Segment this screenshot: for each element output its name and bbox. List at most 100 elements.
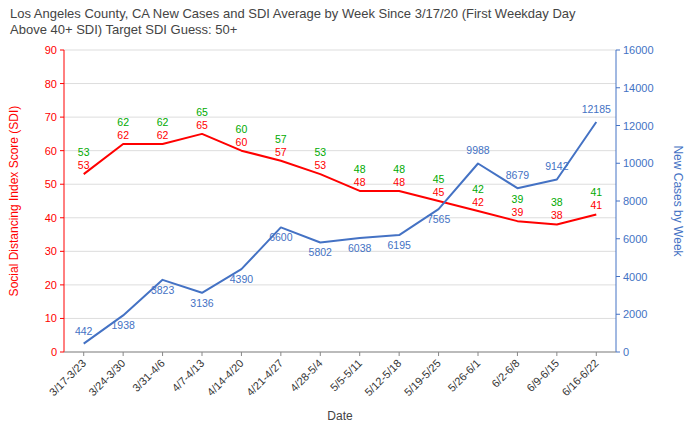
- x-tick-label: 3/17-3/23: [47, 357, 88, 398]
- data-label: 53: [78, 159, 90, 171]
- data-label: 62: [117, 129, 129, 141]
- y-tick: [60, 83, 64, 84]
- y-tick: [60, 352, 64, 353]
- data-label: 3136: [190, 297, 214, 309]
- grid-line: [64, 284, 616, 285]
- y2-tick: [616, 201, 620, 202]
- data-label: 62: [157, 129, 169, 141]
- y2-tick: [616, 87, 620, 88]
- data-label: 57: [275, 146, 287, 158]
- y-tick: [60, 251, 64, 252]
- data-label: 5802: [309, 246, 333, 258]
- y2-tick-label: 6000: [623, 233, 647, 245]
- x-tick: [517, 352, 518, 356]
- x-tick: [123, 352, 124, 356]
- x-tick-label: 4/28-5/4: [288, 357, 325, 394]
- data-label: 9142: [545, 160, 569, 172]
- data-label: 41: [590, 199, 602, 211]
- x-tick-label: 4/14-4/20: [204, 357, 245, 398]
- data-label: 48: [393, 176, 405, 188]
- marks: [84, 122, 597, 344]
- y2-tick: [616, 50, 620, 51]
- x-tick-label: 4/21-4/27: [244, 357, 285, 398]
- y-tick: [60, 217, 64, 218]
- y2-tick: [616, 352, 620, 353]
- x-tick-label: 5/12-5/18: [362, 357, 403, 398]
- x-tick: [162, 352, 163, 356]
- y-tick: [60, 117, 64, 118]
- data-label: 53: [78, 146, 90, 158]
- x-tick-label: 6/16-6/22: [559, 357, 600, 398]
- y-tick-label: 10: [45, 312, 57, 324]
- data-label: 57: [275, 133, 287, 145]
- title-line: Above 40+ SDI) Target SDI Guess: 50+: [10, 22, 237, 37]
- y-tick-label: 80: [45, 78, 57, 90]
- y-tick-label: 60: [45, 145, 57, 157]
- x-tick: [596, 352, 597, 356]
- x-tick-label: 6/2-6/8: [489, 357, 522, 390]
- data-label: 39: [512, 206, 524, 218]
- x-tick-label: 5/26-6/1: [445, 357, 482, 394]
- title: Los Angeles County, CA New Cases and SDI…: [10, 6, 576, 37]
- grid-line: [64, 150, 616, 151]
- x-tick-label: 5/5-5/11: [328, 357, 364, 393]
- grid-line: [64, 318, 616, 319]
- x-tick-label: 6/9-6/15: [524, 357, 561, 394]
- y2-tick: [616, 125, 620, 126]
- grid-line: [64, 217, 616, 218]
- y2-axis-label: New Cases by Week: [671, 145, 685, 257]
- data-label: 45: [433, 173, 445, 185]
- x-axis-label: Date: [327, 409, 353, 423]
- x-tick: [556, 352, 557, 356]
- x-tick-label: 3/31-4/6: [130, 357, 167, 394]
- data-labels: 5362626560575348484542393841442193838233…: [75, 103, 611, 337]
- y-tick: [60, 318, 64, 319]
- y-tick-label: 90: [45, 44, 57, 56]
- data-label: 4390: [230, 273, 254, 285]
- y-tick-label: 70: [45, 111, 57, 123]
- x-tick: [83, 352, 84, 356]
- grid-line: [64, 117, 616, 118]
- x-tick: [320, 352, 321, 356]
- data-label: 6038: [348, 242, 372, 254]
- series-line: [84, 122, 597, 344]
- y2-tick-label: 8000: [623, 195, 647, 207]
- y2-tick-label: 16000: [623, 44, 654, 56]
- data-label: 60: [236, 123, 248, 135]
- y2-tick-label: 10000: [623, 157, 654, 169]
- y-tick-label: 20: [45, 279, 57, 291]
- y2-tick-label: 2000: [623, 308, 647, 320]
- data-label: 1938: [111, 319, 135, 331]
- y-tick: [60, 50, 64, 51]
- data-label: 8679: [506, 169, 530, 181]
- data-label: 45: [433, 186, 445, 198]
- y2-tick: [616, 276, 620, 277]
- data-label: 62: [117, 116, 129, 128]
- data-label: 53: [314, 146, 326, 158]
- data-label: 48: [354, 176, 366, 188]
- x-tick: [280, 352, 281, 356]
- y-axis-line: [64, 50, 65, 352]
- data-label: 7565: [427, 213, 451, 225]
- y-tick: [60, 150, 64, 151]
- data-label: 42: [472, 196, 484, 208]
- x-axis-line: [64, 352, 616, 353]
- data-label: 41: [590, 186, 602, 198]
- data-label: 65: [196, 119, 208, 131]
- y-tick-label: 0: [51, 346, 57, 358]
- data-label: 9988: [466, 144, 490, 156]
- x-tick-label: 5/19-5/25: [402, 357, 443, 398]
- data-label: 60: [236, 136, 248, 148]
- data-label: 65: [196, 106, 208, 118]
- series-line: [84, 134, 597, 225]
- data-label: 48: [354, 163, 366, 175]
- x-tick: [241, 352, 242, 356]
- data-label: 62: [157, 116, 169, 128]
- y2-tick: [616, 238, 620, 239]
- x-tick: [438, 352, 439, 356]
- y-tick: [60, 184, 64, 185]
- grid-line: [64, 352, 616, 353]
- y2-tick-label: 12000: [623, 120, 654, 132]
- plot: 0102030405060708090Social Distancing Ind…: [7, 44, 685, 423]
- data-label: 53: [314, 159, 326, 171]
